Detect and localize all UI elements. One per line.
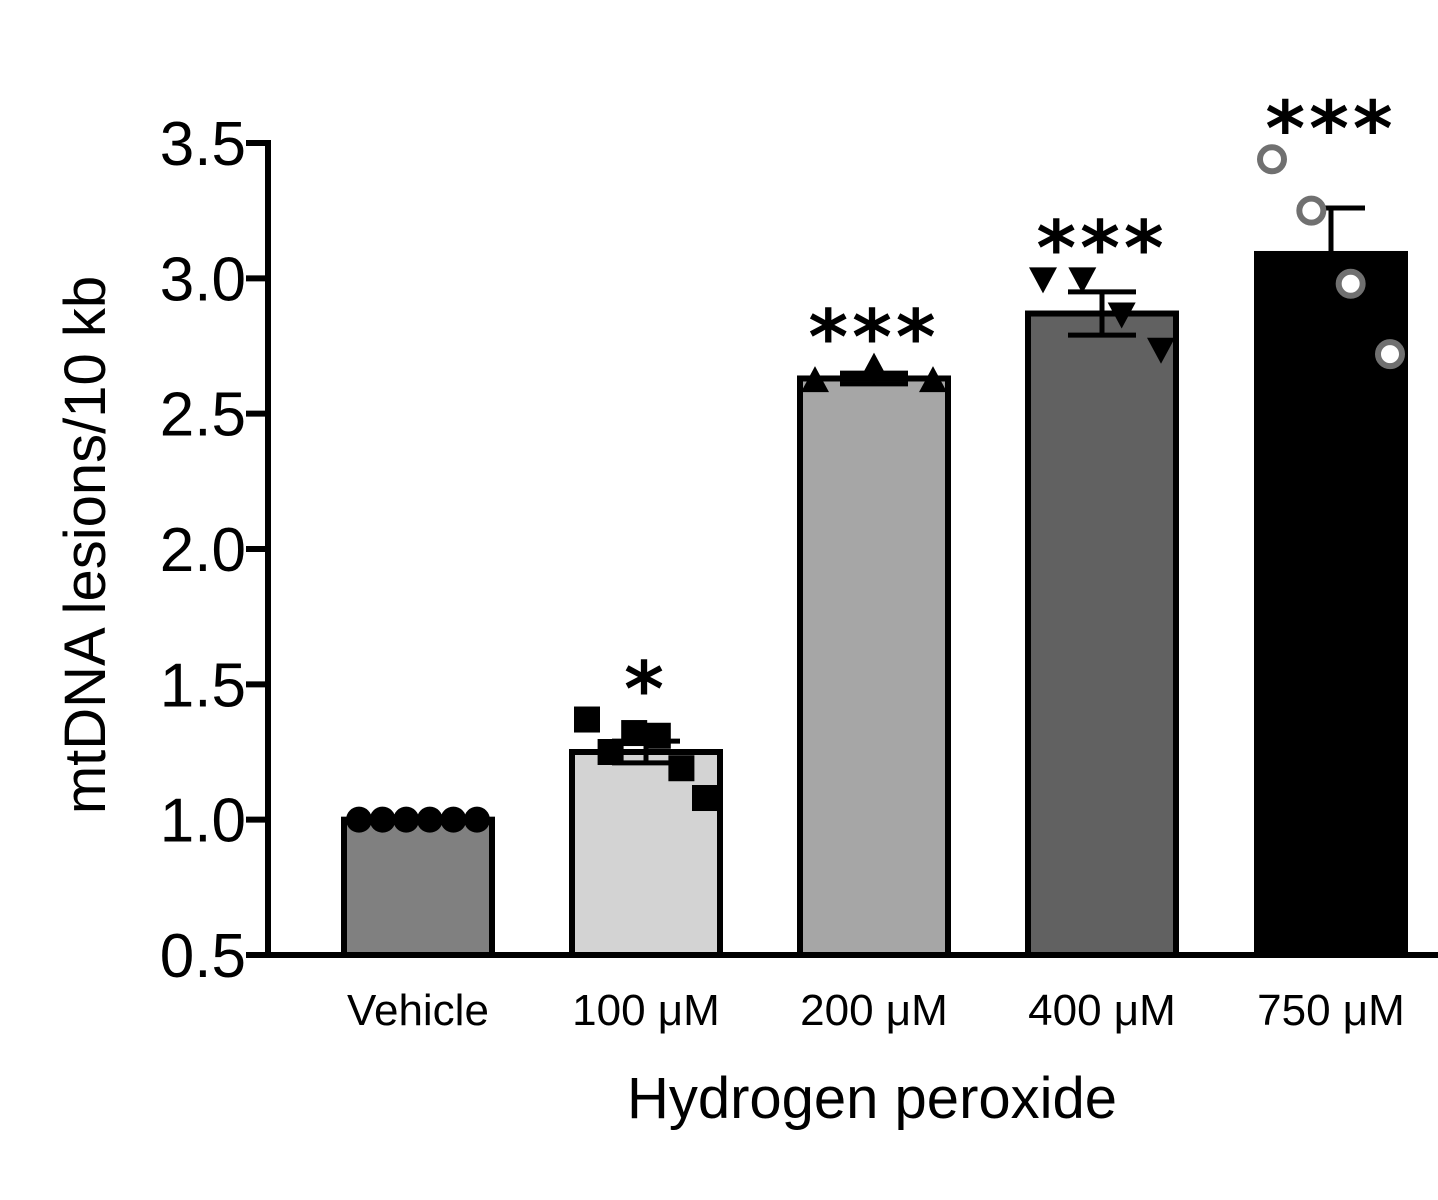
- data-points-layer: [346, 144, 1405, 833]
- data-point: [1029, 267, 1057, 294]
- data-point: [440, 806, 467, 833]
- data-point: [860, 352, 888, 379]
- y-tick-label: 3.5: [160, 110, 246, 179]
- y-tick-label: 1.5: [160, 651, 246, 720]
- data-point: [692, 785, 718, 812]
- x-category-label: Vehicle: [347, 986, 489, 1035]
- y-tick-label: 1.0: [160, 787, 246, 856]
- data-point: [919, 366, 947, 393]
- x-category-label: 200 μM: [800, 986, 948, 1035]
- data-point: [1147, 337, 1175, 364]
- bar: [797, 375, 951, 959]
- y-tick-label: 0.5: [160, 922, 246, 991]
- data-point: [574, 706, 600, 733]
- data-point: [346, 806, 372, 833]
- x-category-label: 100 μM: [572, 986, 720, 1035]
- data-point: [644, 722, 671, 749]
- significance-marker: ***: [808, 293, 939, 382]
- data-point: [1068, 267, 1097, 294]
- data-point: [1257, 144, 1287, 175]
- data-point: [597, 739, 624, 765]
- significance-marker: ***: [1265, 84, 1396, 173]
- bar: [569, 749, 723, 958]
- data-point: [621, 720, 648, 747]
- x-category-label: 400 μM: [1028, 986, 1176, 1035]
- data-point: [1296, 195, 1327, 226]
- bar: [341, 816, 495, 959]
- data-point: [393, 806, 420, 833]
- data-point: [1375, 339, 1405, 370]
- data-point: [1335, 268, 1366, 299]
- significance-marker: ***: [1036, 203, 1167, 292]
- y-tick-label: 2.5: [160, 381, 246, 450]
- significance-layer: **********: [624, 84, 1396, 734]
- data-point: [668, 755, 695, 782]
- data-point: [1107, 302, 1136, 329]
- y-tick-label: 3.0: [160, 245, 246, 314]
- x-category-labels: Vehicle 100 μM 200 μM 400 μM 750 μM: [347, 986, 1405, 1035]
- x-axis-title: Hydrogen peroxide: [627, 1066, 1117, 1131]
- y-tick-label: 2.0: [160, 516, 246, 585]
- data-point: [416, 806, 443, 833]
- error-bars-layer: [612, 205, 1365, 766]
- data-point: [464, 806, 490, 833]
- y-ticks: 0.5 1.0 1.5 2.0 2.5 3.0 3.5: [160, 110, 268, 991]
- y-axis-title: mtDNA lesions/10 kb: [53, 276, 118, 814]
- data-point: [369, 806, 396, 833]
- bar: [1025, 310, 1179, 958]
- data-point: [801, 366, 829, 393]
- x-category-label: 750 μM: [1257, 986, 1405, 1035]
- significance-marker: *: [624, 645, 668, 734]
